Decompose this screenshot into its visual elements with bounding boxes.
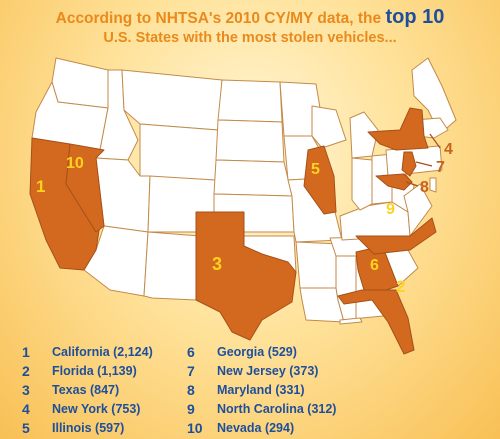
list-item: 1 California (2,124) xyxy=(22,342,252,361)
title-line-1: According to NHTSA's 2010 CY/MY data, th… xyxy=(55,6,445,28)
state-montana xyxy=(121,69,223,131)
state-illinois xyxy=(303,145,337,215)
ranking-column-left: 1 California (2,124) 2 Florida (1,139) 3 Te… xyxy=(22,342,252,437)
state-wyoming xyxy=(139,123,219,181)
leader-line-maryland xyxy=(405,181,419,187)
state-entry: Illinois (597) xyxy=(52,420,125,435)
state-entry: New York (753) xyxy=(52,401,141,416)
list-item: 5 Illinois (597) xyxy=(22,418,252,437)
map-label-nevada: 10 xyxy=(66,155,84,172)
state-florida-panhandle-base xyxy=(339,317,363,325)
state-entry: Nevada (294) xyxy=(217,420,295,435)
state-north-dakota xyxy=(217,79,283,123)
state-wisconsin xyxy=(311,105,347,149)
map-label-new-jersey: 7 xyxy=(436,159,445,176)
state-entry: Texas (847) xyxy=(52,382,120,397)
rank-number: 2 xyxy=(22,362,30,379)
map-label-maryland: 8 xyxy=(420,179,429,196)
map-label-california: 1 xyxy=(36,177,45,196)
map-label-florida: 2 xyxy=(396,277,405,296)
state-kentucky xyxy=(339,201,411,241)
state-texas xyxy=(195,211,297,341)
title-highlight: top 10 xyxy=(385,6,445,28)
rank-number: 1 xyxy=(22,343,30,360)
page-title: According to NHTSA's 2010 CY/MY data, th… xyxy=(0,6,500,47)
state-entry: New Jersey (373) xyxy=(217,363,319,378)
map-highlight-states xyxy=(29,107,437,355)
state-entry: North Carolina (312) xyxy=(217,401,337,416)
map-label-texas: 3 xyxy=(212,254,222,274)
title-prefix: According to NHTSA's 2010 CY/MY data, th… xyxy=(55,10,386,27)
leader-line-new-york xyxy=(429,133,441,149)
rank-number: 9 xyxy=(187,400,195,417)
title-line-2: U.S. States with the most stolen vehicle… xyxy=(103,30,397,46)
state-maryland xyxy=(375,173,413,191)
list-item: 7 New Jersey (373) xyxy=(187,361,417,380)
map-leader-lines xyxy=(405,133,441,187)
state-entry: Maryland (331) xyxy=(217,382,305,397)
list-item: 8 Maryland (331) xyxy=(187,380,417,399)
state-indiana xyxy=(351,157,373,211)
rank-number: 10 xyxy=(187,419,203,436)
rank-number: 7 xyxy=(187,362,195,379)
list-item: 6 Georgia (529) xyxy=(187,342,417,361)
state-nevada xyxy=(65,143,105,233)
list-item: 4 New York (753) xyxy=(22,399,252,418)
rank-number: 8 xyxy=(187,381,195,398)
rank-number: 4 xyxy=(22,400,30,417)
rank-number: 6 xyxy=(187,343,195,360)
list-item: 3 Texas (847) xyxy=(22,380,252,399)
state-north-carolina xyxy=(355,217,437,255)
state-new-jersey xyxy=(401,151,417,177)
state-entry: California (2,124) xyxy=(52,344,153,359)
ranking-column-right: 6 Georgia (529) 7 New Jersey (373) 8 Maryla… xyxy=(187,342,417,437)
rank-number: 5 xyxy=(22,419,30,436)
state-delaware xyxy=(429,177,437,193)
state-michigan xyxy=(349,111,379,159)
list-item: 2 Florida (1,139) xyxy=(22,361,252,380)
map-label-illinois: 5 xyxy=(311,161,320,178)
map-label-new-york: 4 xyxy=(444,141,453,158)
map-labels: 1 10 3 5 6 2 9 4 7 8 xyxy=(36,141,453,296)
state-new-mexico xyxy=(143,231,201,301)
state-entry: Georgia (529) xyxy=(217,344,297,359)
state-new-england xyxy=(411,57,457,135)
state-nebraska xyxy=(213,159,293,197)
state-new-york xyxy=(367,107,429,151)
map-label-north-carolina: 9 xyxy=(386,201,395,218)
state-washington xyxy=(51,57,109,109)
state-entry: Florida (1,139) xyxy=(52,363,137,378)
list-item: 10 Nevada (294) xyxy=(187,418,417,437)
leader-line-new-jersey xyxy=(415,161,433,167)
state-south-dakota xyxy=(215,119,285,163)
map-label-georgia: 6 xyxy=(370,257,379,274)
list-item: 9 North Carolina (312) xyxy=(187,399,417,418)
rank-number: 3 xyxy=(22,381,30,398)
state-florida xyxy=(337,289,415,355)
